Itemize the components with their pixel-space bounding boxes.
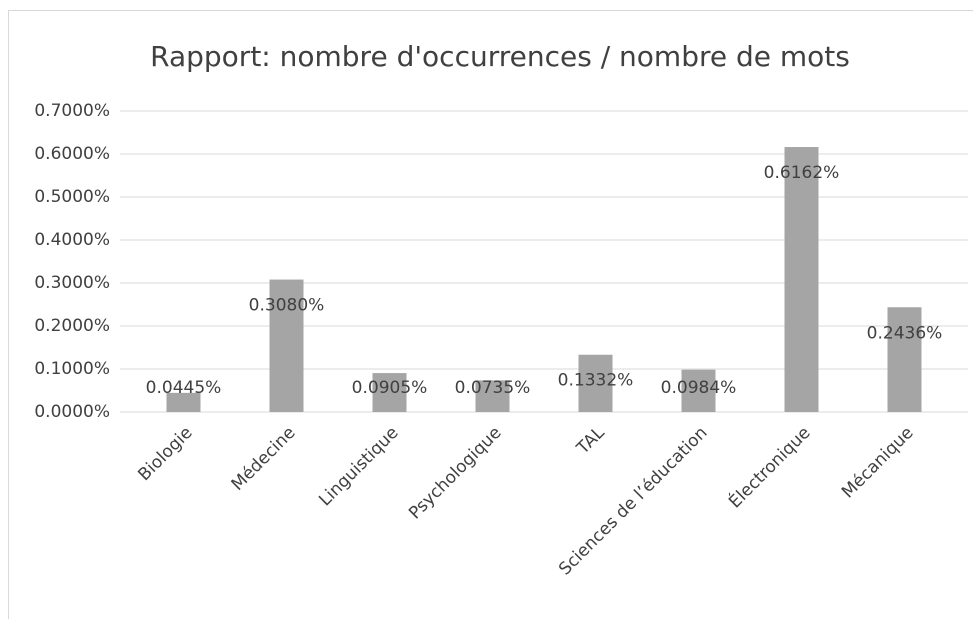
bar xyxy=(681,369,716,412)
y-tick-label: 0.6000% xyxy=(34,144,110,164)
y-tick-label: 0.2000% xyxy=(34,316,110,336)
data-label: 0.1332% xyxy=(558,371,634,391)
data-label: 0.0735% xyxy=(455,378,531,398)
y-tick-label: 0.4000% xyxy=(34,230,110,250)
y-tick-label: 0.5000% xyxy=(34,187,110,207)
bar xyxy=(269,279,304,412)
data-label: 0.0445% xyxy=(146,378,222,398)
data-label: 0.6162% xyxy=(764,163,840,183)
bar xyxy=(166,392,201,412)
bar xyxy=(887,307,922,412)
bar xyxy=(475,380,510,412)
y-tick-label: 0.1000% xyxy=(34,359,110,379)
bar xyxy=(578,354,613,412)
data-label: 0.0984% xyxy=(661,378,737,398)
data-label: 0.3080% xyxy=(249,296,325,316)
y-tick-label: 0.0000% xyxy=(34,402,110,422)
data-label: 0.0905% xyxy=(352,378,428,398)
bar xyxy=(372,373,407,412)
bar xyxy=(784,147,819,412)
data-label: 0.2436% xyxy=(867,323,943,343)
y-tick-label: 0.7000% xyxy=(34,101,110,121)
chart-title: Rapport: nombre d'occurrences / nombre d… xyxy=(150,40,850,73)
y-tick-label: 0.3000% xyxy=(34,273,110,293)
chart-frame xyxy=(8,10,973,619)
